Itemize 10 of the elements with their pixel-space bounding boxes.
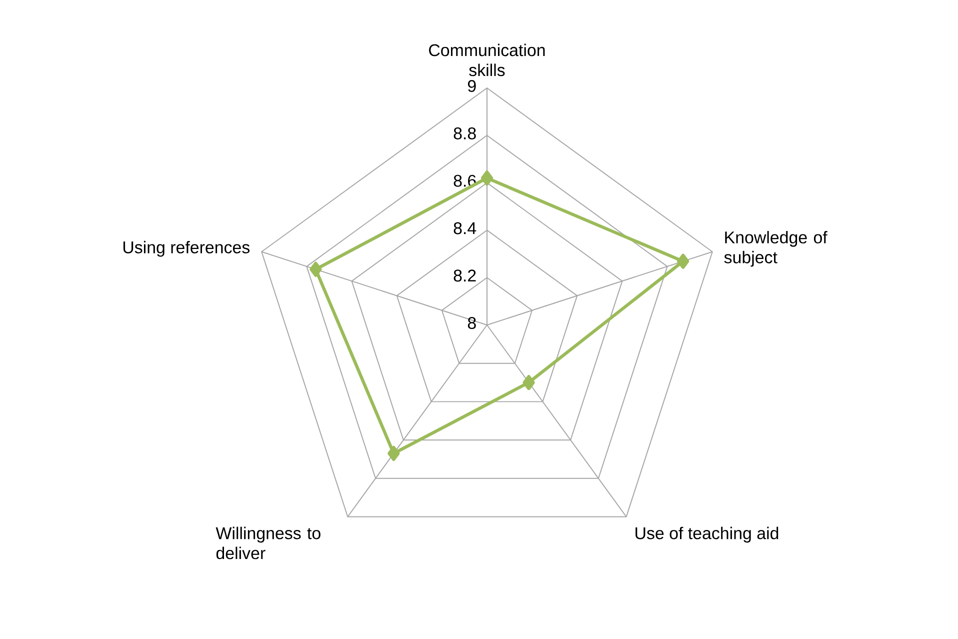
- y-tick-label: 8.4: [454, 222, 476, 234]
- y-tick-label: 8.2: [454, 270, 476, 282]
- spoke-label: Communication skills: [429, 44, 545, 76]
- spoke-label: Knowledge of subject: [724, 230, 828, 267]
- spoke-label: Using references: [123, 240, 250, 257]
- spoke-label: Willingness to deliver: [216, 526, 320, 560]
- y-tick-label: 8: [468, 317, 476, 329]
- spoke-label: Use of teaching aid: [636, 526, 778, 543]
- y-tick-label: 8.8: [454, 127, 476, 140]
- y-tick-label: 9: [468, 80, 476, 92]
